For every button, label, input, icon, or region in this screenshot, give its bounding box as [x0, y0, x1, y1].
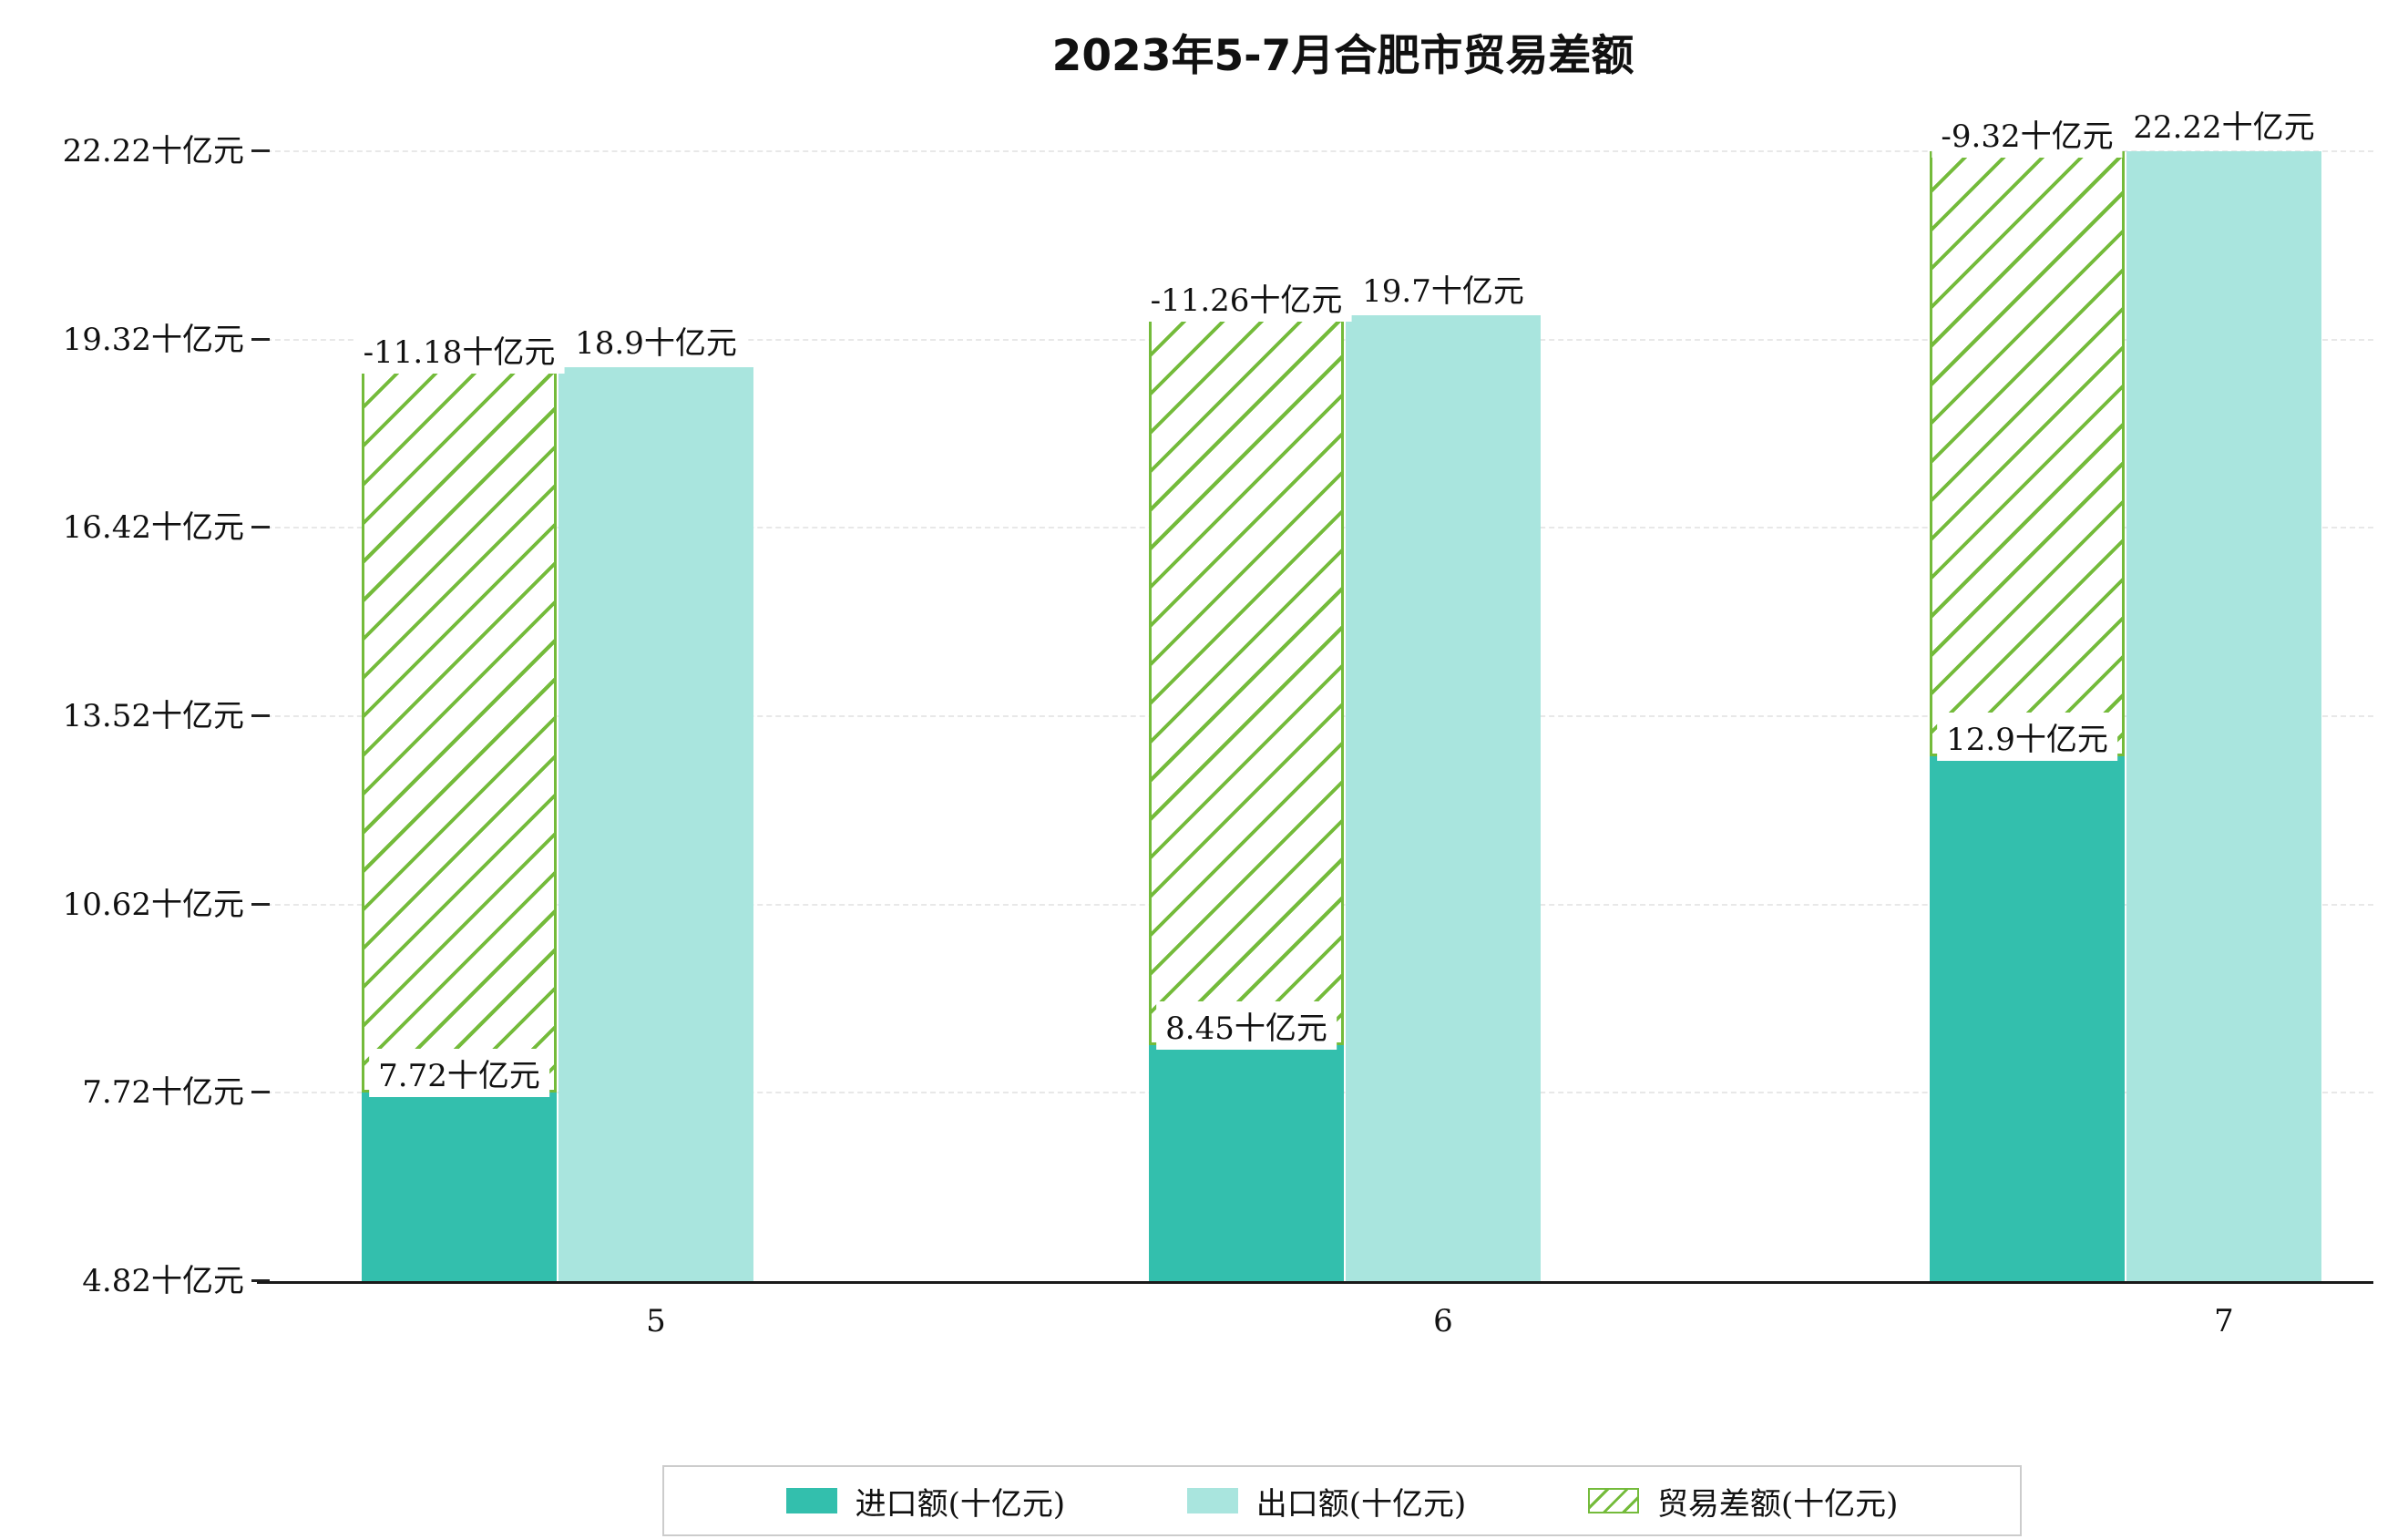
export-swatch-icon: [1186, 1488, 1238, 1513]
trade-balance-value-label: -9.32十亿元: [1932, 109, 2123, 158]
y-tick-mark: [251, 1091, 270, 1094]
legend-item-export: 出口额(十亿元): [1186, 1479, 1467, 1524]
legend-label-balance: 贸易差额(十亿元): [1656, 1485, 1899, 1523]
y-tick-label: 19.32十亿元: [62, 321, 244, 358]
import-bar: [1930, 756, 2125, 1281]
x-tick-label: 7: [2214, 1303, 2234, 1339]
y-tick-label: 4.82十亿元: [82, 1263, 244, 1299]
export-bar: [1346, 314, 1541, 1281]
legend-label-import: 进口额(十亿元): [855, 1485, 1066, 1523]
x-tick-label: 5: [646, 1303, 666, 1339]
import-value-label: 12.9十亿元: [1937, 713, 2117, 762]
trade-balance-bar: [362, 366, 557, 1093]
y-tick-label: 7.72十亿元: [82, 1074, 244, 1112]
y-tick-mark: [251, 1279, 270, 1282]
x-tick-label: 6: [1433, 1303, 1453, 1339]
export-value-label: 18.9十亿元: [566, 315, 746, 364]
import-value-label: 8.45十亿元: [1156, 1001, 1337, 1051]
legend-item-import: 进口额(十亿元): [785, 1479, 1066, 1524]
export-bar: [558, 366, 753, 1281]
y-tick-label: 10.62十亿元: [62, 886, 244, 923]
import-value-label: 7.72十亿元: [369, 1049, 549, 1098]
gridline: [257, 150, 2373, 152]
y-tick-label: 22.22十亿元: [62, 133, 244, 169]
export-bar: [2126, 151, 2321, 1281]
y-tick-label: 16.42十亿元: [62, 509, 244, 547]
y-tick-mark: [251, 337, 270, 341]
y-tick-label: 13.52十亿元: [62, 698, 244, 734]
import-bar: [1149, 1045, 1344, 1281]
y-tick-mark: [251, 149, 270, 152]
export-value-label: 22.22十亿元: [2124, 100, 2324, 149]
export-value-label: 19.7十亿元: [1353, 263, 1533, 313]
y-tick-mark: [251, 902, 270, 906]
legend: 进口额(十亿元) 出口额(十亿元) 贸易差额(十亿元): [662, 1465, 2022, 1536]
legend-label-export: 出口额(十亿元): [1255, 1485, 1467, 1523]
y-tick-mark: [251, 526, 270, 529]
legend-item-balance: 贸易差额(十亿元): [1587, 1479, 1899, 1524]
trade-balance-value-label: -11.26十亿元: [1141, 272, 1352, 322]
trade-balance-value-label: -11.18十亿元: [354, 324, 565, 374]
import-swatch-icon: [785, 1488, 837, 1513]
import-bar: [362, 1093, 557, 1281]
trade-balance-bar: [1149, 314, 1344, 1046]
trade-balance-bar: [1930, 151, 2125, 757]
y-tick-mark: [251, 714, 270, 717]
chart-title: 2023年5-7月合肥市贸易差额: [1051, 31, 1634, 81]
x-axis-line: [257, 1281, 2373, 1284]
trade-balance-swatch-icon: [1587, 1488, 1639, 1513]
